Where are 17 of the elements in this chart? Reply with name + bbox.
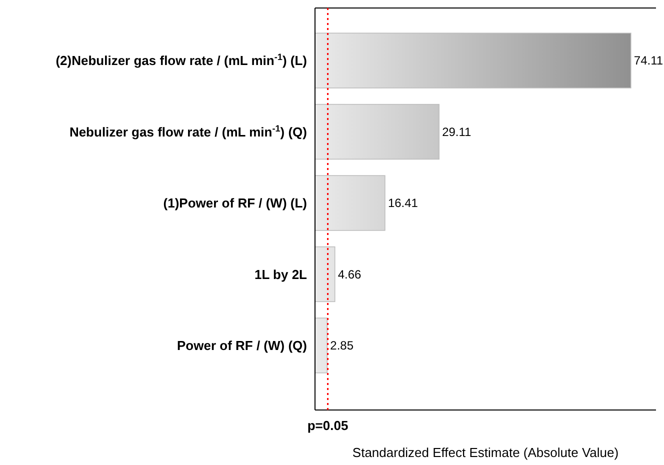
- data-label: 2.85: [330, 338, 354, 353]
- y-tick-label: 1L by 2L: [254, 266, 308, 282]
- data-label: 16.41: [388, 196, 418, 210]
- bar: [314, 175, 386, 231]
- data-label: 4.66: [338, 267, 362, 282]
- bar: [314, 104, 440, 160]
- x-axis-title: Standardized Effect Estimate (Absolute Value): [352, 445, 619, 460]
- y-tick-label: (2)Nebulizer gas flow rate / (mL min$^{-1}$) (L): [56, 52, 307, 68]
- y-tick-label: Nebulizer gas flow rate / (mL min$^{-1}$) (Q): [69, 123, 307, 140]
- bar: [314, 246, 336, 302]
- text: p=0.05: [307, 418, 348, 433]
- bar: [314, 32, 632, 88]
- data-label: 74.11: [634, 54, 664, 68]
- bar: [314, 318, 328, 374]
- data-label: 29.11: [442, 124, 472, 139]
- y-tick-label: Power of RF / (W) (Q): [177, 338, 307, 354]
- y-tick-label: (1)Power of RF / (W) (L): [163, 196, 307, 211]
